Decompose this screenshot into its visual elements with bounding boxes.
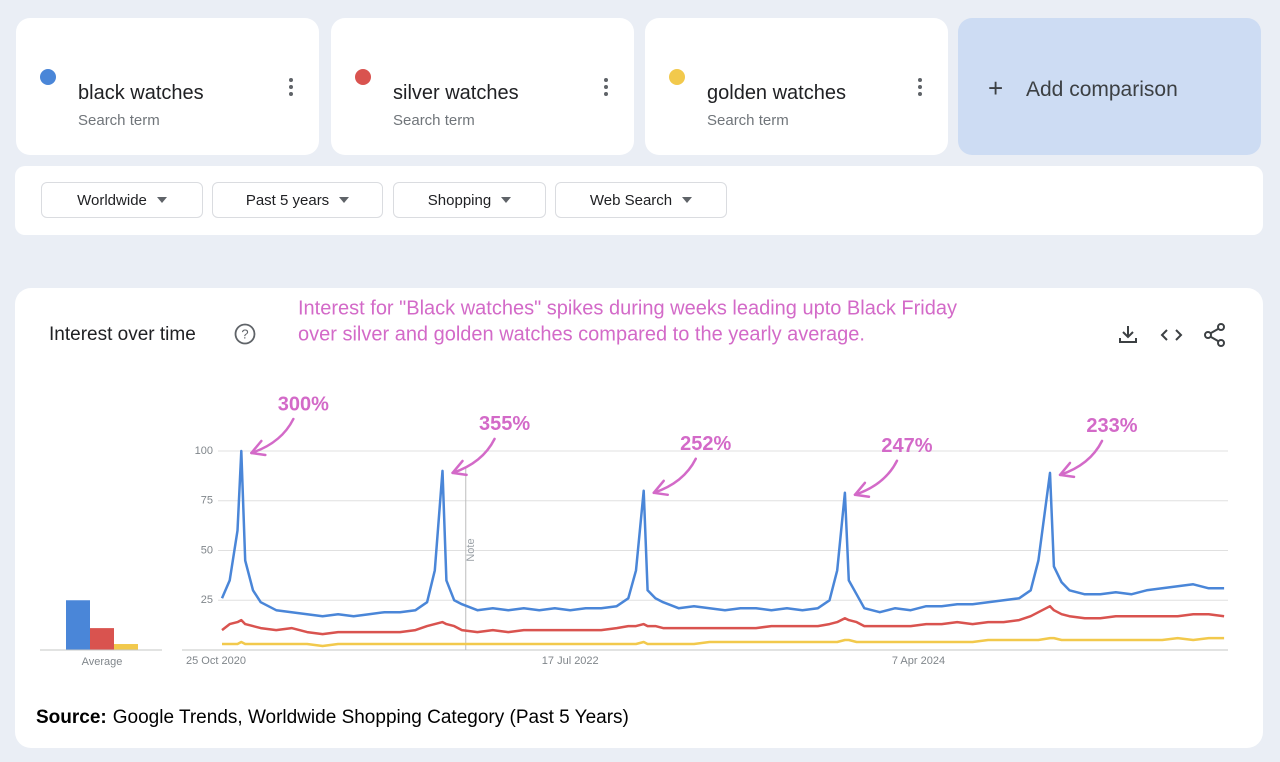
y-tick-label: 25	[201, 594, 213, 606]
svg-text:?: ?	[241, 326, 248, 341]
embed-icon[interactable]	[1160, 329, 1183, 341]
chart-title: Interest over time	[49, 324, 196, 345]
y-tick-label: 75	[201, 495, 213, 507]
filter-label: Shopping	[427, 191, 492, 209]
help-icon[interactable]: ?	[234, 323, 256, 345]
peak-arrowhead	[853, 481, 871, 499]
search-term-card[interactable]: golden watches Search term	[645, 18, 948, 155]
average-label: Average	[82, 656, 123, 668]
share-icon[interactable]	[1204, 323, 1225, 347]
filter-label: Web Search	[589, 191, 673, 209]
peak-label: 355%	[479, 413, 530, 435]
term-sublabel: Search term	[78, 112, 160, 129]
peak-arrow	[250, 417, 295, 455]
series-line	[221, 604, 1225, 636]
filter-chip[interactable]: Shopping	[393, 182, 546, 218]
menu-button[interactable]	[918, 78, 922, 99]
peak-arrow	[451, 437, 496, 475]
peak-arrow	[1058, 439, 1104, 477]
average-bar	[114, 644, 138, 650]
filter-chip[interactable]: Past 5 years	[212, 182, 383, 218]
x-tick-label: 7 Apr 2024	[892, 655, 945, 667]
chart-card	[15, 288, 1263, 748]
legend-label: black watches	[78, 82, 204, 104]
search-term-card[interactable]: silver watches Search term	[331, 18, 634, 155]
peak-label: 247%	[881, 435, 932, 457]
download-icon[interactable]	[1119, 326, 1137, 343]
search-term-card[interactable]: black watches Search term	[16, 18, 319, 155]
filter-bar: Worldwide Past 5 years Shopping Web Sear…	[15, 166, 1263, 235]
x-tick-label: 25 Oct 2020	[186, 655, 246, 667]
legend-label: golden watches	[707, 82, 846, 104]
average-bar	[66, 600, 90, 650]
average-bar	[90, 628, 114, 650]
y-tick-label: 50	[201, 544, 213, 556]
source: Source: Google Trends, Worldwide Shopping…	[36, 707, 629, 728]
menu-button[interactable]	[604, 78, 608, 99]
add-comparison-label: Add comparison	[1026, 78, 1178, 101]
peak-label: 233%	[1086, 415, 1137, 437]
legend-dot	[355, 69, 371, 85]
peak-arrowhead	[1058, 461, 1076, 479]
peak-arrowhead	[250, 439, 267, 457]
term-sublabel: Search term	[393, 112, 475, 129]
x-tick-label: 17 Jul 2022	[542, 655, 599, 667]
annotation: over silver and golden watches compared …	[298, 323, 865, 345]
menu-button[interactable]	[289, 78, 293, 99]
source-text: Google Trends, Worldwide Shopping Catego…	[113, 707, 629, 728]
peak-arrowhead	[652, 479, 669, 497]
peak-arrow	[853, 459, 899, 497]
plus-icon: +	[988, 73, 1004, 103]
legend-dot	[669, 69, 685, 85]
filter-chip[interactable]: Worldwide	[41, 182, 203, 218]
series-line	[222, 636, 1225, 648]
annotation: Interest for "Black watches" spikes duri…	[298, 297, 957, 319]
source-label: Source:	[36, 707, 107, 728]
peak-label: 252%	[680, 433, 731, 455]
add-comparison-button[interactable]: + Add comparison	[958, 18, 1261, 155]
peak-arrowhead	[451, 459, 468, 477]
legend-label: silver watches	[393, 82, 519, 104]
filter-label: Worldwide	[77, 191, 147, 209]
y-tick-label: 100	[195, 445, 213, 457]
legend-dot	[40, 69, 56, 85]
filter-chip[interactable]: Web Search	[555, 182, 727, 218]
filter-label: Past 5 years	[245, 191, 330, 209]
peak-label: 300%	[278, 393, 329, 415]
term-sublabel: Search term	[707, 112, 789, 129]
note-label: Note	[465, 538, 477, 561]
series-line	[220, 449, 1225, 618]
peak-arrow	[652, 457, 697, 495]
